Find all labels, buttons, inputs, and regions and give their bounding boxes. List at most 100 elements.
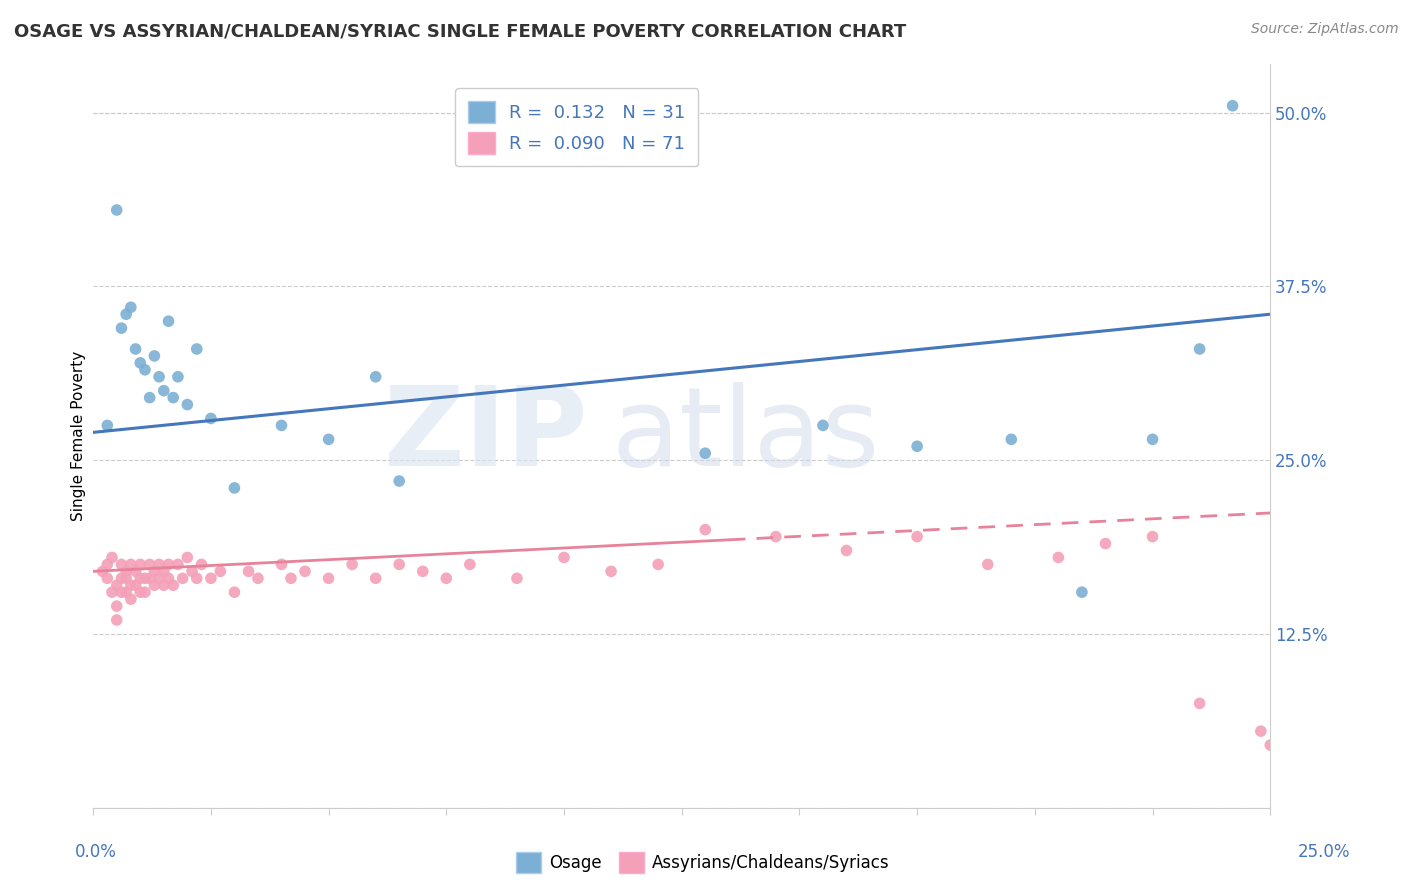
Point xyxy=(134,571,156,585)
Point xyxy=(647,558,669,572)
Point xyxy=(143,349,166,363)
Legend: Osage, Assyrians/Chaldeans/Syriacs: Osage, Assyrians/Chaldeans/Syriacs xyxy=(509,846,897,880)
Point xyxy=(120,300,142,314)
Point xyxy=(96,558,118,572)
Point xyxy=(120,578,142,592)
Point xyxy=(120,558,142,572)
Point xyxy=(157,558,180,572)
Point xyxy=(162,391,184,405)
Point xyxy=(1142,433,1164,447)
Point xyxy=(96,418,118,433)
Point xyxy=(977,558,1000,572)
Point xyxy=(129,571,152,585)
Point xyxy=(1000,433,1022,447)
Point xyxy=(120,592,142,607)
Point xyxy=(105,599,128,613)
Point xyxy=(143,565,166,579)
Point xyxy=(181,565,204,579)
Point xyxy=(811,418,834,433)
Point xyxy=(200,571,222,585)
Legend: R =  0.132   N = 31, R =  0.090   N = 71: R = 0.132 N = 31, R = 0.090 N = 71 xyxy=(456,88,699,166)
Point xyxy=(110,558,132,572)
Point xyxy=(138,571,160,585)
Point xyxy=(364,369,387,384)
Text: ZIP: ZIP xyxy=(384,383,588,490)
Point xyxy=(200,411,222,425)
Point xyxy=(167,558,190,572)
Point xyxy=(110,321,132,335)
Point xyxy=(101,585,124,599)
Point xyxy=(162,578,184,592)
Point xyxy=(1250,724,1272,739)
Point xyxy=(115,585,138,599)
Point xyxy=(110,585,132,599)
Point xyxy=(148,369,170,384)
Point xyxy=(124,578,146,592)
Point xyxy=(105,202,128,217)
Point xyxy=(190,558,212,572)
Point xyxy=(157,314,180,328)
Point xyxy=(246,571,269,585)
Point xyxy=(600,565,623,579)
Text: atlas: atlas xyxy=(612,383,880,490)
Point xyxy=(105,613,128,627)
Y-axis label: Single Female Poverty: Single Female Poverty xyxy=(72,351,86,521)
Point xyxy=(224,481,246,495)
Point xyxy=(224,585,246,599)
Point xyxy=(148,571,170,585)
Point xyxy=(115,571,138,585)
Point xyxy=(186,571,208,585)
Point xyxy=(1188,342,1211,356)
Point xyxy=(153,384,176,398)
Point xyxy=(294,565,316,579)
Point xyxy=(458,558,481,572)
Point xyxy=(153,578,176,592)
Point xyxy=(1094,536,1116,550)
Point xyxy=(115,307,138,321)
Point xyxy=(270,418,292,433)
Point xyxy=(124,342,146,356)
Text: Source: ZipAtlas.com: Source: ZipAtlas.com xyxy=(1251,22,1399,37)
Point xyxy=(134,585,156,599)
Point xyxy=(91,565,114,579)
Point xyxy=(238,565,260,579)
Point xyxy=(553,550,575,565)
Text: 25.0%: 25.0% xyxy=(1298,843,1351,861)
Point xyxy=(209,565,232,579)
Point xyxy=(434,571,457,585)
Point xyxy=(157,571,180,585)
Point xyxy=(1222,99,1244,113)
Point xyxy=(167,369,190,384)
Point xyxy=(172,571,194,585)
Point xyxy=(129,356,152,370)
Point xyxy=(138,391,160,405)
Point xyxy=(129,558,152,572)
Point xyxy=(1070,585,1092,599)
Point xyxy=(153,565,176,579)
Point xyxy=(388,558,411,572)
Point xyxy=(148,558,170,572)
Point xyxy=(695,446,717,460)
Point xyxy=(176,550,198,565)
Text: 0.0%: 0.0% xyxy=(75,843,117,861)
Point xyxy=(388,474,411,488)
Point xyxy=(364,571,387,585)
Point xyxy=(138,558,160,572)
Point xyxy=(1188,697,1211,711)
Point xyxy=(124,565,146,579)
Point xyxy=(143,578,166,592)
Point xyxy=(129,585,152,599)
Point xyxy=(905,530,928,544)
Point xyxy=(1258,738,1281,752)
Text: OSAGE VS ASSYRIAN/CHALDEAN/SYRIAC SINGLE FEMALE POVERTY CORRELATION CHART: OSAGE VS ASSYRIAN/CHALDEAN/SYRIAC SINGLE… xyxy=(14,22,907,40)
Point xyxy=(134,363,156,377)
Point xyxy=(835,543,858,558)
Point xyxy=(176,398,198,412)
Point xyxy=(115,565,138,579)
Point xyxy=(110,571,132,585)
Point xyxy=(186,342,208,356)
Point xyxy=(280,571,302,585)
Point xyxy=(1142,530,1164,544)
Point xyxy=(905,439,928,453)
Point xyxy=(318,571,340,585)
